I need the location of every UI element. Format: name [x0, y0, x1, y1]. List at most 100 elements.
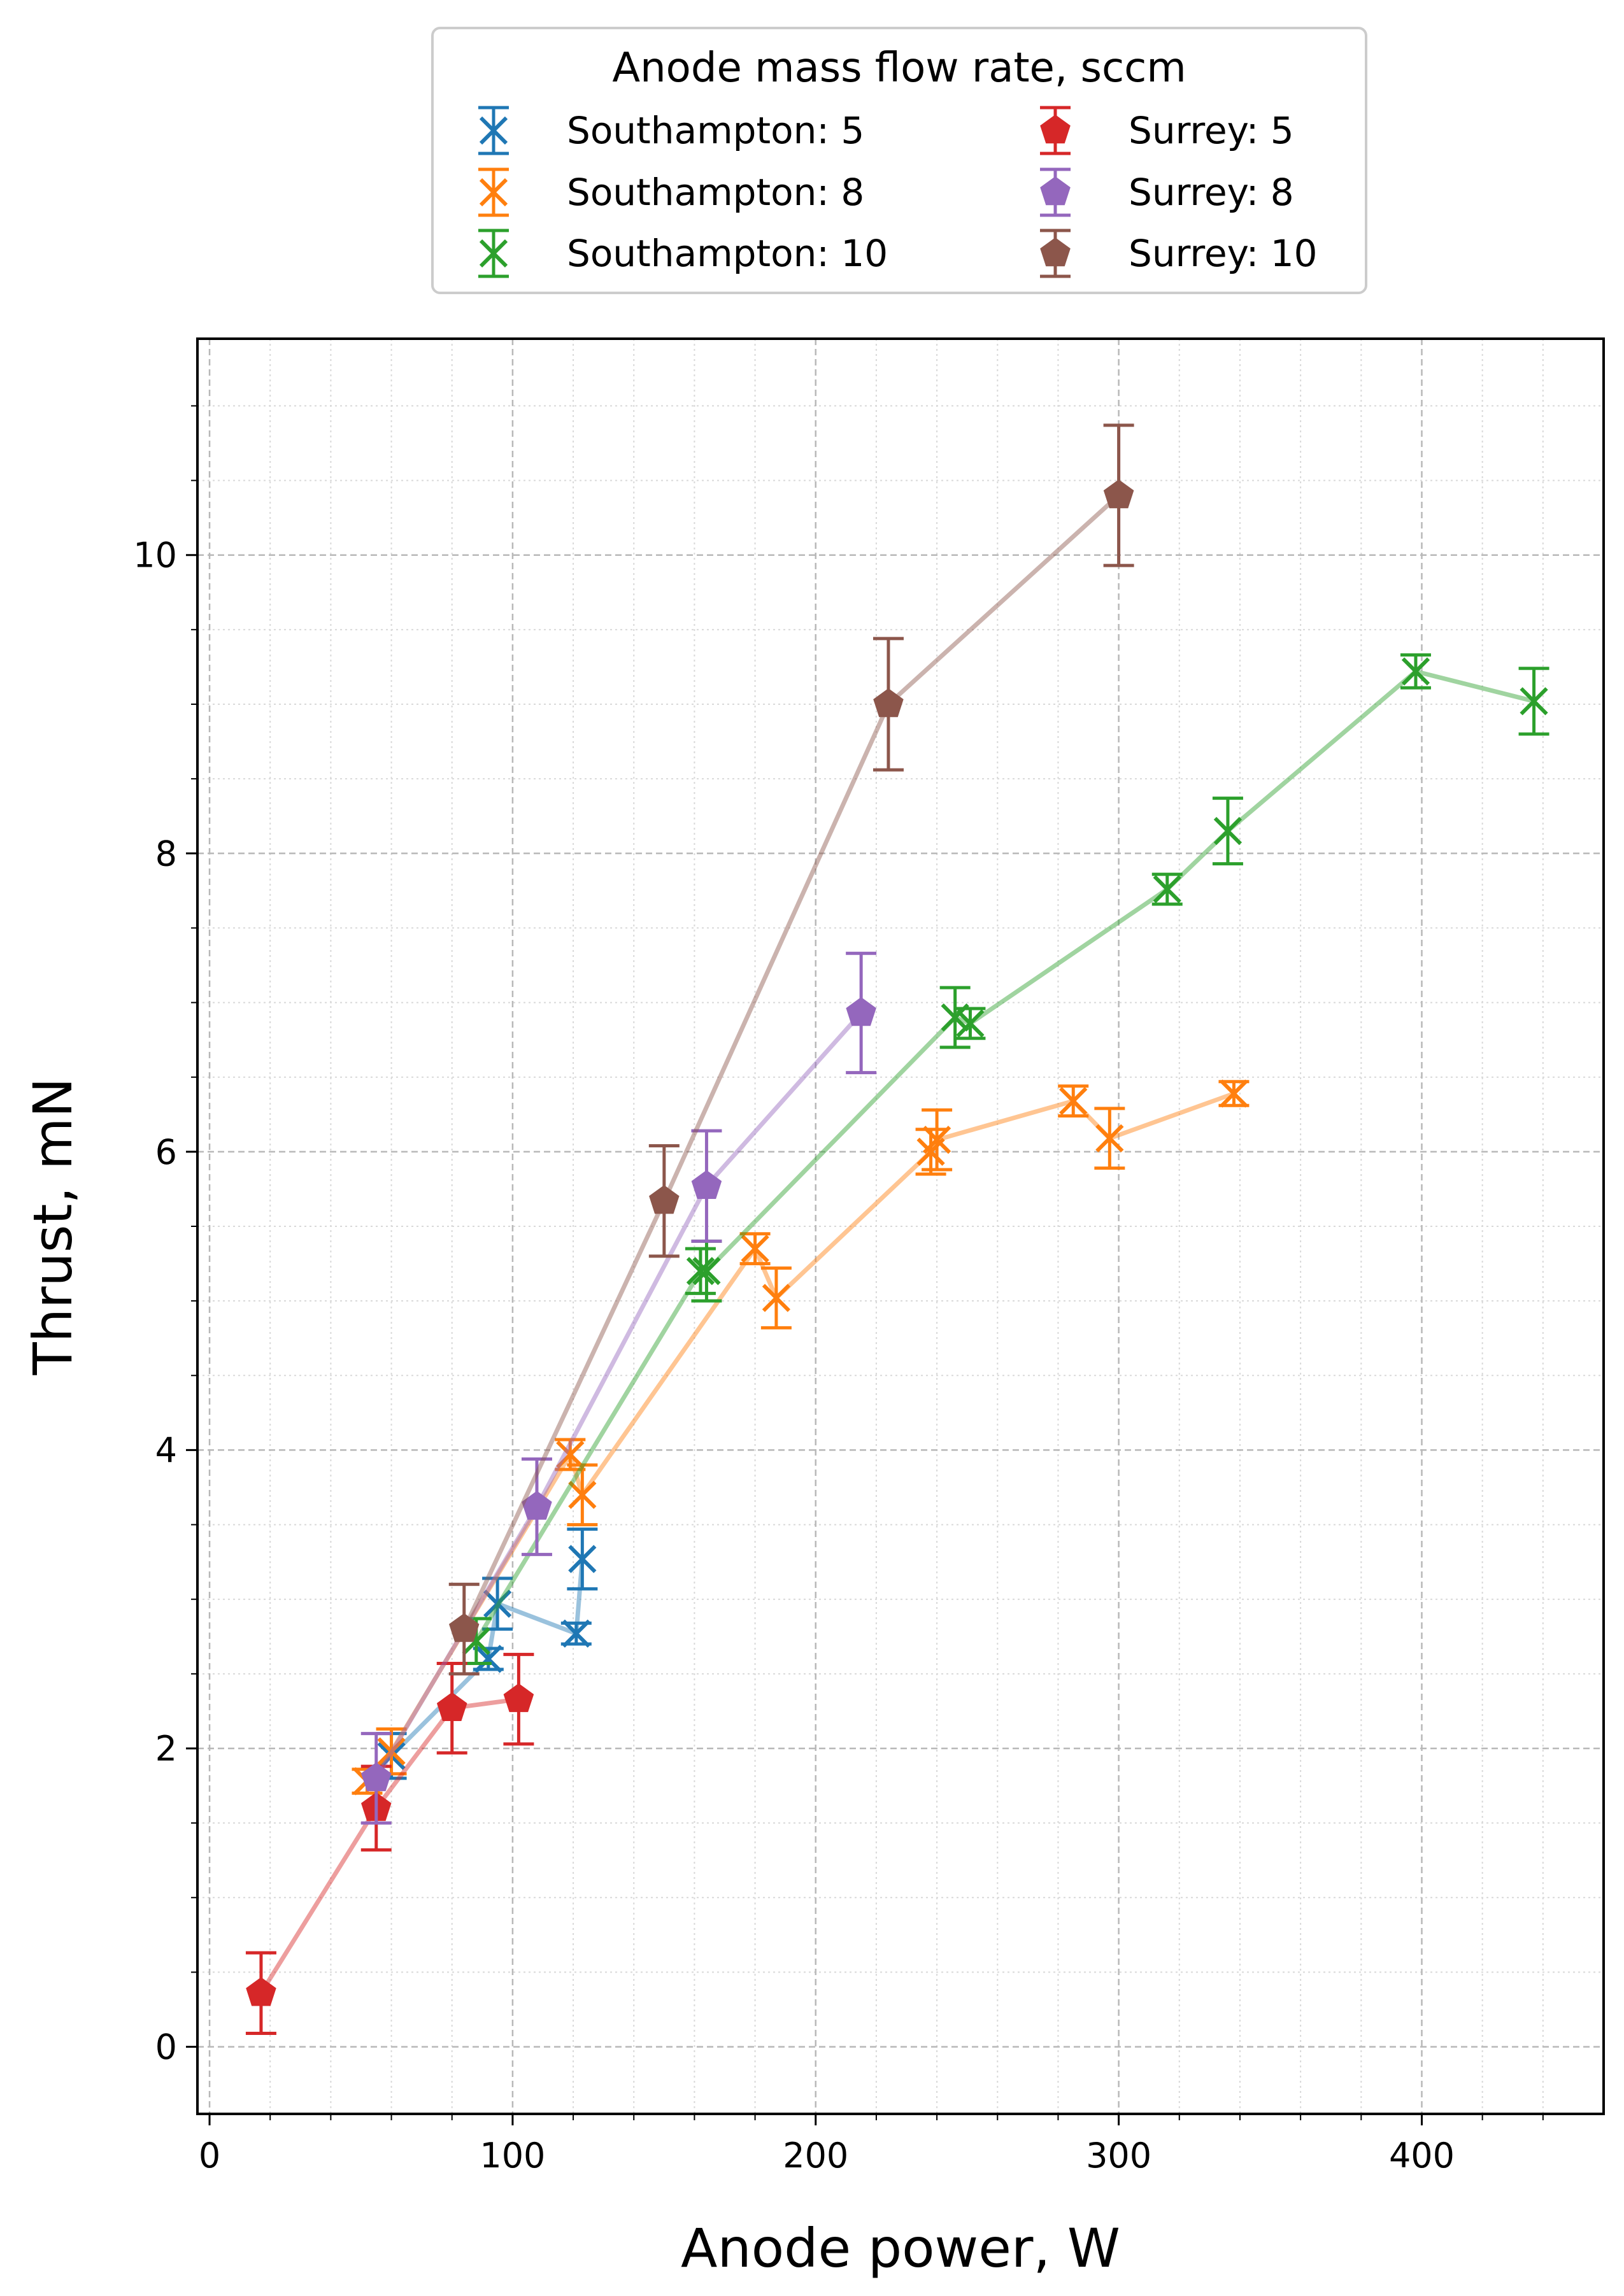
x-marker-stroke: [956, 1009, 985, 1038]
legend-entry: Surrey: 8: [1040, 167, 1294, 217]
legend-title: Anode mass flow rate, sccm: [612, 45, 1186, 92]
y-tick-label: 10: [133, 535, 177, 576]
x-marker-stroke: [568, 1480, 597, 1509]
data-point: [649, 1185, 680, 1214]
x-marker-stroke: [1153, 875, 1181, 904]
data-point: [1220, 1079, 1248, 1108]
data-point: [846, 997, 876, 1026]
series-layer: [245, 423, 1549, 2035]
x-marker-stroke: [479, 116, 508, 145]
legend-marker: [1040, 176, 1071, 206]
legend-entry: Southampton: 10: [478, 229, 888, 278]
x-marker-stroke: [762, 1284, 791, 1312]
legend-label: Surrey: 8: [1129, 171, 1294, 214]
data-point: [503, 1683, 534, 1712]
legend-label: Southampton: 10: [567, 232, 888, 275]
x-marker-stroke: [1220, 1079, 1248, 1108]
series-southampton-8: [352, 1079, 1250, 1796]
legend-marker: [479, 178, 508, 207]
legend-label: Surrey: 10: [1129, 232, 1318, 275]
data-point: [1059, 1087, 1088, 1116]
legend-entry: Southampton: 5: [478, 106, 864, 155]
x-tick-label: 400: [1389, 2136, 1455, 2176]
major-grid: [197, 339, 1604, 2114]
data-point: [556, 1440, 585, 1469]
x-marker-stroke: [483, 1589, 512, 1618]
y-tick-label: 8: [155, 833, 177, 874]
data-point: [922, 1125, 951, 1154]
x-marker-stroke: [1401, 657, 1430, 686]
y-tick-label: 0: [155, 2027, 177, 2067]
x-tick-label: 100: [480, 2136, 545, 2176]
data-point: [474, 1645, 502, 1673]
x-marker-stroke: [922, 1125, 951, 1154]
legend-marker: [479, 239, 508, 268]
data-point: [1401, 657, 1430, 686]
series-surrey-10: [448, 423, 1134, 1676]
x-marker-stroke: [474, 1645, 502, 1673]
series-surrey-5: [245, 1652, 534, 2035]
x-marker-stroke: [1213, 817, 1243, 846]
data-point: [483, 1589, 512, 1618]
legend-marker: [479, 116, 508, 145]
data-point: [568, 1545, 597, 1573]
x-marker-stroke: [556, 1440, 585, 1469]
legend-marker: [1040, 237, 1071, 267]
y-tick-label: 6: [155, 1132, 177, 1172]
x-marker-stroke: [568, 1545, 597, 1573]
data-point: [1520, 687, 1548, 716]
legend-entry: Southampton: 8: [478, 167, 864, 217]
legend-label: Southampton: 5: [567, 109, 864, 152]
series-line: [462, 493, 1120, 1631]
legend-box: [431, 27, 1367, 294]
y-tick-label: 2: [155, 1729, 177, 1769]
x-marker-stroke: [741, 1235, 769, 1263]
series-line: [374, 1011, 863, 1780]
x-marker-stroke: [377, 1737, 406, 1766]
legend-label: Southampton: 8: [567, 171, 864, 214]
data-point: [873, 688, 904, 718]
y-tick-label: 4: [155, 1430, 177, 1470]
x-marker-stroke: [1095, 1124, 1124, 1152]
data-point: [686, 1257, 715, 1286]
x-marker-stroke: [692, 1257, 721, 1286]
series-line: [259, 1697, 519, 1995]
data-point: [1213, 817, 1243, 846]
data-point: [956, 1009, 985, 1038]
legend-entry: Surrey: 10: [1040, 229, 1318, 278]
data-point: [436, 1692, 467, 1721]
legend-entry: Surrey: 5: [1040, 106, 1294, 155]
data-point: [1103, 479, 1134, 509]
legend-entries: Southampton: 5 Southampton: 8 Southampton:…: [478, 106, 1318, 278]
x-marker-stroke: [1059, 1087, 1088, 1116]
y-axis-label: Thrust, mN: [22, 1077, 84, 1375]
x-marker-stroke: [686, 1257, 715, 1286]
x-axis-label: Anode power, W: [681, 2217, 1120, 2279]
x-marker-stroke: [1520, 687, 1548, 716]
data-point: [522, 1491, 552, 1520]
data-point: [741, 1235, 769, 1263]
legend: Anode mass flow rate, sccm Southampton: …: [431, 27, 1367, 294]
data-point: [692, 1257, 721, 1286]
x-marker-stroke: [479, 239, 508, 268]
data-point: [762, 1284, 791, 1312]
data-point: [691, 1170, 722, 1199]
series-surrey-8: [360, 951, 877, 1825]
data-point: [568, 1480, 597, 1509]
series-southampton-5: [376, 1527, 598, 1780]
data-point: [1153, 875, 1181, 904]
data-point: [377, 1737, 406, 1766]
data-point: [361, 1762, 392, 1792]
x-tick-label: 300: [1086, 2136, 1151, 2176]
data-point: [1095, 1124, 1124, 1152]
data-point: [449, 1613, 480, 1642]
x-marker-stroke: [462, 1627, 490, 1655]
x-marker-stroke: [562, 1619, 590, 1648]
x-tick-label: 200: [783, 2136, 848, 2176]
data-point: [562, 1619, 590, 1648]
data-point: [246, 1977, 276, 2006]
legend-marker: [1040, 115, 1071, 144]
minor-grid: [197, 339, 1604, 2114]
